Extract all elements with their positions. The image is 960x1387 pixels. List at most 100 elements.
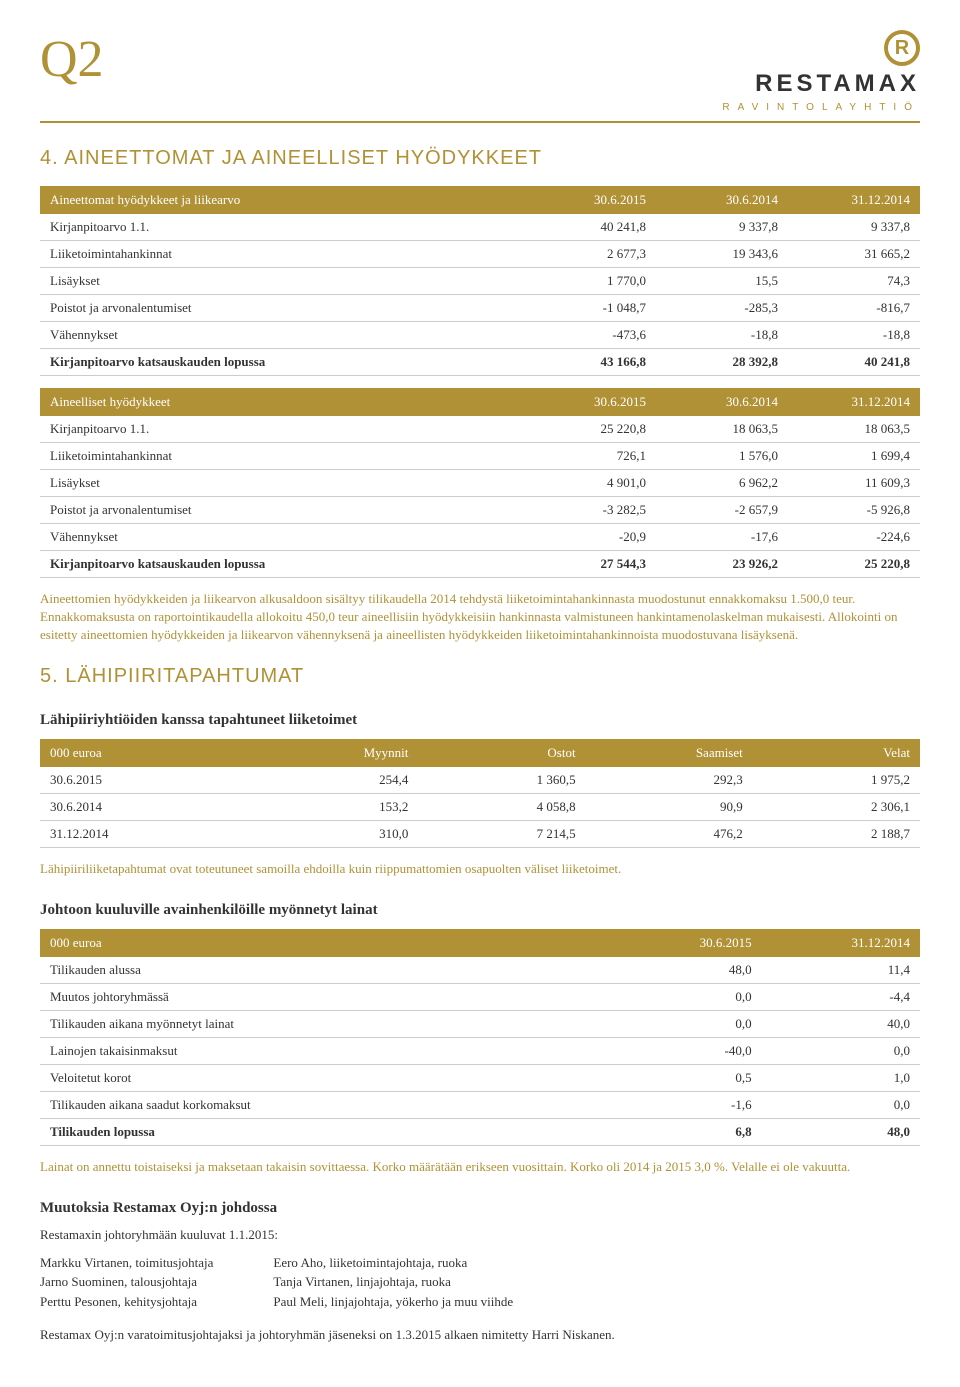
row-value: 9 337,8	[788, 214, 920, 241]
table-row: Tilikauden alussa48,011,4	[40, 957, 920, 984]
brand-subtitle: RAVINTOLAYHTIÖ	[722, 102, 920, 113]
row-value: 2 677,3	[524, 241, 656, 268]
table-header: 000 euroa	[40, 739, 251, 767]
row-value: 19 343,6	[656, 241, 788, 268]
row-value: 40 241,8	[788, 349, 920, 376]
brand-name: RESTAMAX	[722, 70, 920, 98]
row-value: -18,8	[788, 322, 920, 349]
person-entry: Tanja Virtanen, linjajohtaja, ruoka	[273, 1272, 513, 1292]
table-header: 31.12.2014	[762, 929, 920, 957]
row-value: 153,2	[251, 793, 418, 820]
row-label: Poistot ja arvonalentumiset	[40, 295, 524, 322]
row-value: -40,0	[603, 1037, 761, 1064]
table-row: Lisäykset4 901,06 962,211 609,3	[40, 470, 920, 497]
row-value: -18,8	[656, 322, 788, 349]
person-entry: Eero Aho, liiketoimintajohtaja, ruoka	[273, 1253, 513, 1273]
table-row: 30.6.2014153,24 058,890,92 306,1	[40, 793, 920, 820]
row-label: Kirjanpitoarvo 1.1.	[40, 416, 524, 443]
row-value: 1 699,4	[788, 443, 920, 470]
table-header: 000 euroa	[40, 929, 603, 957]
row-label: Tilikauden lopussa	[40, 1118, 603, 1145]
row-label: Lainojen takaisinmaksut	[40, 1037, 603, 1064]
row-value: -1 048,7	[524, 295, 656, 322]
row-value: -2 657,9	[656, 497, 788, 524]
row-value: 1 576,0	[656, 443, 788, 470]
row-value: 43 166,8	[524, 349, 656, 376]
row-value: 0,0	[762, 1037, 920, 1064]
table-row: Tilikauden aikana myönnetyt lainat0,040,…	[40, 1010, 920, 1037]
row-value: 11,4	[762, 957, 920, 984]
row-value: 18 063,5	[788, 416, 920, 443]
table-row: Kirjanpitoarvo 1.1.40 241,89 337,89 337,…	[40, 214, 920, 241]
row-label: Kirjanpitoarvo katsauskauden lopussa	[40, 349, 524, 376]
section4-note: Aineettomien hyödykkeiden ja liikearvon …	[40, 590, 920, 645]
row-value: 0,0	[603, 1010, 761, 1037]
row-value: 0,0	[603, 983, 761, 1010]
table-row: 31.12.2014310,07 214,5476,22 188,7	[40, 820, 920, 847]
row-value: 9 337,8	[656, 214, 788, 241]
row-value: 18 063,5	[656, 416, 788, 443]
row-value: 0,5	[603, 1064, 761, 1091]
row-label: Tilikauden aikana myönnetyt lainat	[40, 1010, 603, 1037]
row-value: 476,2	[586, 820, 753, 847]
table-row: Vähennykset-20,9-17,6-224,6	[40, 524, 920, 551]
row-label: Tilikauden aikana saadut korkomaksut	[40, 1091, 603, 1118]
table-row: Tilikauden lopussa6,848,0	[40, 1118, 920, 1145]
row-value: 292,3	[586, 767, 753, 794]
persons-columns: Markku Virtanen, toimitusjohtajaJarno Su…	[40, 1253, 920, 1312]
row-label: Vähennykset	[40, 524, 524, 551]
management-intro: Restamaxin johtoryhmään kuuluvat 1.1.201…	[40, 1227, 920, 1243]
row-value: 4 058,8	[418, 793, 585, 820]
row-label: 31.12.2014	[40, 820, 251, 847]
table-header: Ostot	[418, 739, 585, 767]
row-value: -20,9	[524, 524, 656, 551]
row-value: -285,3	[656, 295, 788, 322]
related-party-table: 000 euroaMyynnitOstotSaamisetVelat 30.6.…	[40, 739, 920, 848]
section5-title: 5. LÄHIPIIRITAPAHTUMAT	[40, 665, 920, 688]
row-value: 23 926,2	[656, 551, 788, 578]
intangible-assets-table: Aineettomat hyödykkeet ja liikearvo30.6.…	[40, 186, 920, 376]
row-value: 2 188,7	[753, 820, 920, 847]
table-header: Velat	[753, 739, 920, 767]
table-row: Veloitetut korot0,51,0	[40, 1064, 920, 1091]
row-value: -224,6	[788, 524, 920, 551]
row-value: 310,0	[251, 820, 418, 847]
management-loans-table: 000 euroa30.6.201531.12.2014 Tilikauden …	[40, 929, 920, 1146]
table-row: Tilikauden aikana saadut korkomaksut-1,6…	[40, 1091, 920, 1118]
row-value: -1,6	[603, 1091, 761, 1118]
row-label: Lisäykset	[40, 268, 524, 295]
table-row: Muutos johtoryhmässä0,0-4,4	[40, 983, 920, 1010]
table-row: Kirjanpitoarvo katsauskauden lopussa43 1…	[40, 349, 920, 376]
row-value: -473,6	[524, 322, 656, 349]
row-label: Kirjanpitoarvo 1.1.	[40, 214, 524, 241]
person-entry: Paul Meli, linjajohtaja, yökerho ja muu …	[273, 1292, 513, 1312]
table-header: 30.6.2014	[656, 186, 788, 214]
table-row: Vähennykset-473,6-18,8-18,8	[40, 322, 920, 349]
row-label: Veloitetut korot	[40, 1064, 603, 1091]
row-label: Liiketoimintahankinnat	[40, 241, 524, 268]
row-value: 40 241,8	[524, 214, 656, 241]
related-party-subtitle: Lähipiiriyhtiöiden kanssa tapahtuneet li…	[40, 712, 920, 729]
row-value: 25 220,8	[524, 416, 656, 443]
row-value: 1 975,2	[753, 767, 920, 794]
row-label: 30.6.2015	[40, 767, 251, 794]
header-divider	[40, 121, 920, 123]
row-label: Muutos johtoryhmässä	[40, 983, 603, 1010]
quarter-label: Q2	[40, 30, 104, 89]
tangible-assets-table: Aineelliset hyödykkeet30.6.201530.6.2014…	[40, 388, 920, 578]
management-loans-subtitle: Johtoon kuuluville avainhenkilöille myön…	[40, 902, 920, 919]
row-value: 1,0	[762, 1064, 920, 1091]
table-header: Saamiset	[586, 739, 753, 767]
row-label: Poistot ja arvonalentumiset	[40, 497, 524, 524]
row-label: Kirjanpitoarvo katsauskauden lopussa	[40, 551, 524, 578]
footer-text: Restamax Oyj:n varatoimitusjohtajaksi ja…	[40, 1327, 920, 1343]
row-label: Tilikauden alussa	[40, 957, 603, 984]
table-row: Lisäykset1 770,015,574,3	[40, 268, 920, 295]
row-value: 7 214,5	[418, 820, 585, 847]
row-value: 1 770,0	[524, 268, 656, 295]
row-value: 254,4	[251, 767, 418, 794]
logo-block: R RESTAMAX RAVINTOLAYHTIÖ	[722, 30, 920, 113]
person-entry: Markku Virtanen, toimitusjohtaja	[40, 1253, 213, 1273]
row-value: 6 962,2	[656, 470, 788, 497]
row-label: Lisäykset	[40, 470, 524, 497]
